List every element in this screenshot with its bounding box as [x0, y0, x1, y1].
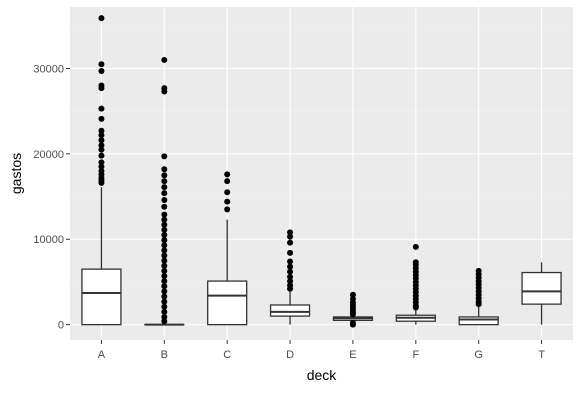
outlier-point-B — [161, 252, 168, 259]
outlier-point-B — [161, 308, 168, 315]
outlier-point-B — [161, 242, 168, 249]
y-tick-label: 10000 — [33, 234, 64, 246]
box-iqr — [81, 268, 122, 326]
outlier-point-B — [161, 262, 168, 269]
outlier-point-D — [287, 239, 294, 246]
x-tick-label: E — [349, 349, 356, 361]
outlier-point-B — [161, 172, 168, 179]
x-tick-label: A — [98, 349, 106, 361]
box-iqr — [521, 271, 562, 305]
outlier-point-C — [224, 198, 231, 205]
x-tick-label: C — [223, 349, 231, 361]
outlier-point-B — [161, 203, 168, 210]
outlier-point-B — [161, 178, 168, 185]
outlier-point-A — [98, 132, 105, 139]
outlier-point-A — [98, 137, 105, 144]
outlier-point-B — [161, 298, 168, 305]
outlier-point-A — [98, 61, 105, 68]
box-iqr — [458, 316, 499, 326]
outlier-point-B — [161, 56, 168, 63]
plot-panel — [70, 7, 573, 340]
outlier-point-A — [98, 142, 105, 149]
outlier-point-A — [98, 152, 105, 159]
outlier-point-A — [98, 85, 105, 92]
outlier-point-C — [224, 178, 231, 185]
box-G — [458, 306, 499, 326]
boxes — [81, 187, 562, 326]
outlier-point-B — [161, 283, 168, 290]
outlier-point-B — [161, 226, 168, 233]
outlier-point-A — [98, 159, 105, 166]
outlier-point-C — [224, 206, 231, 213]
outlier-points — [98, 15, 482, 328]
outlier-point-D — [287, 278, 294, 285]
outlier-point-D — [287, 263, 294, 270]
outlier-point-B — [161, 196, 168, 203]
outlier-point-A — [98, 127, 105, 134]
outlier-point-G — [475, 301, 482, 308]
box-T — [521, 262, 562, 325]
outlier-point-E — [349, 291, 356, 298]
outlier-point-A — [98, 179, 105, 186]
y-tick-label: 0 — [58, 320, 64, 332]
outlier-point-B — [161, 278, 168, 285]
outlier-point-B — [161, 318, 168, 325]
outlier-point-D — [287, 249, 294, 256]
outlier-point-B — [161, 247, 168, 254]
outlier-point-C — [224, 171, 231, 178]
outlier-point-B — [161, 272, 168, 279]
outlier-point-B — [161, 211, 168, 218]
outlier-point-E — [349, 321, 356, 328]
outlier-point-F — [412, 243, 419, 250]
outlier-point-D — [287, 229, 294, 236]
outlier-point-D — [287, 258, 294, 265]
outlier-point-B — [161, 257, 168, 264]
outlier-point-B — [161, 184, 168, 191]
outlier-point-B — [161, 237, 168, 244]
outlier-point-B — [161, 221, 168, 228]
outlier-point-B — [161, 190, 168, 197]
box-C — [207, 219, 248, 326]
y-tick-label: 20000 — [33, 149, 64, 161]
outlier-point-B — [161, 288, 168, 295]
box-A — [81, 187, 122, 326]
outlier-point-D — [287, 233, 294, 240]
x-tick-label: G — [474, 349, 483, 361]
box-iqr — [207, 280, 248, 326]
outlier-point-D — [287, 285, 294, 292]
x-axis-title: deck — [307, 367, 338, 383]
outlier-point-B — [161, 153, 168, 160]
outlier-point-B — [161, 216, 168, 223]
outlier-point-A — [98, 163, 105, 170]
outlier-point-B — [161, 166, 168, 173]
outlier-point-D — [287, 273, 294, 280]
outlier-point-B — [161, 303, 168, 310]
x-tick-label: D — [286, 349, 294, 361]
outlier-point-B — [161, 231, 168, 238]
x-tick-label: B — [161, 349, 168, 361]
outlier-point-B — [161, 313, 168, 320]
x-tick-label: T — [538, 349, 545, 361]
outlier-point-E — [349, 311, 356, 318]
outlier-point-C — [224, 189, 231, 196]
box-iqr — [269, 304, 311, 317]
x-tick-label: F — [412, 349, 419, 361]
outlier-point-B — [161, 293, 168, 300]
outlier-point-A — [98, 68, 105, 75]
outlier-point-F — [412, 304, 419, 311]
axes: 0 10000 20000 30000 A B C D E F G T — [33, 63, 545, 361]
y-tick-label: 30000 — [33, 63, 64, 75]
outlier-point-A — [98, 105, 105, 112]
outlier-point-B — [161, 267, 168, 274]
outlier-point-D — [287, 268, 294, 275]
box-D — [269, 291, 311, 325]
outlier-point-A — [98, 146, 105, 153]
box-F — [395, 309, 436, 325]
outlier-point-A — [98, 115, 105, 122]
outlier-point-B — [161, 88, 168, 95]
y-axis-title: gastos — [8, 153, 24, 194]
outlier-point-A — [98, 15, 105, 22]
